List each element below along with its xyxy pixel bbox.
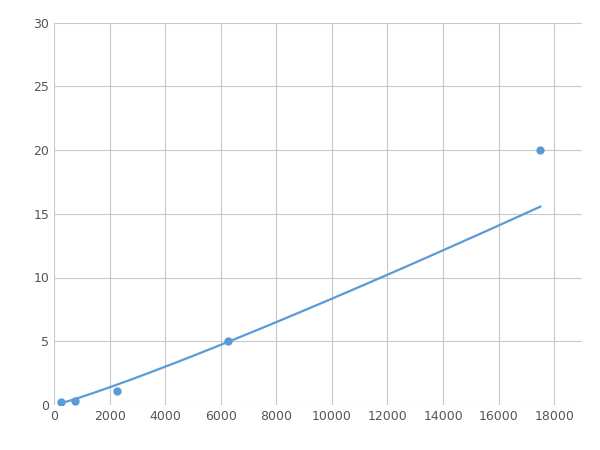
- Point: [112, 387, 121, 395]
- Point: [56, 399, 66, 406]
- Point: [223, 338, 232, 345]
- Point: [536, 146, 545, 153]
- Point: [70, 397, 80, 404]
